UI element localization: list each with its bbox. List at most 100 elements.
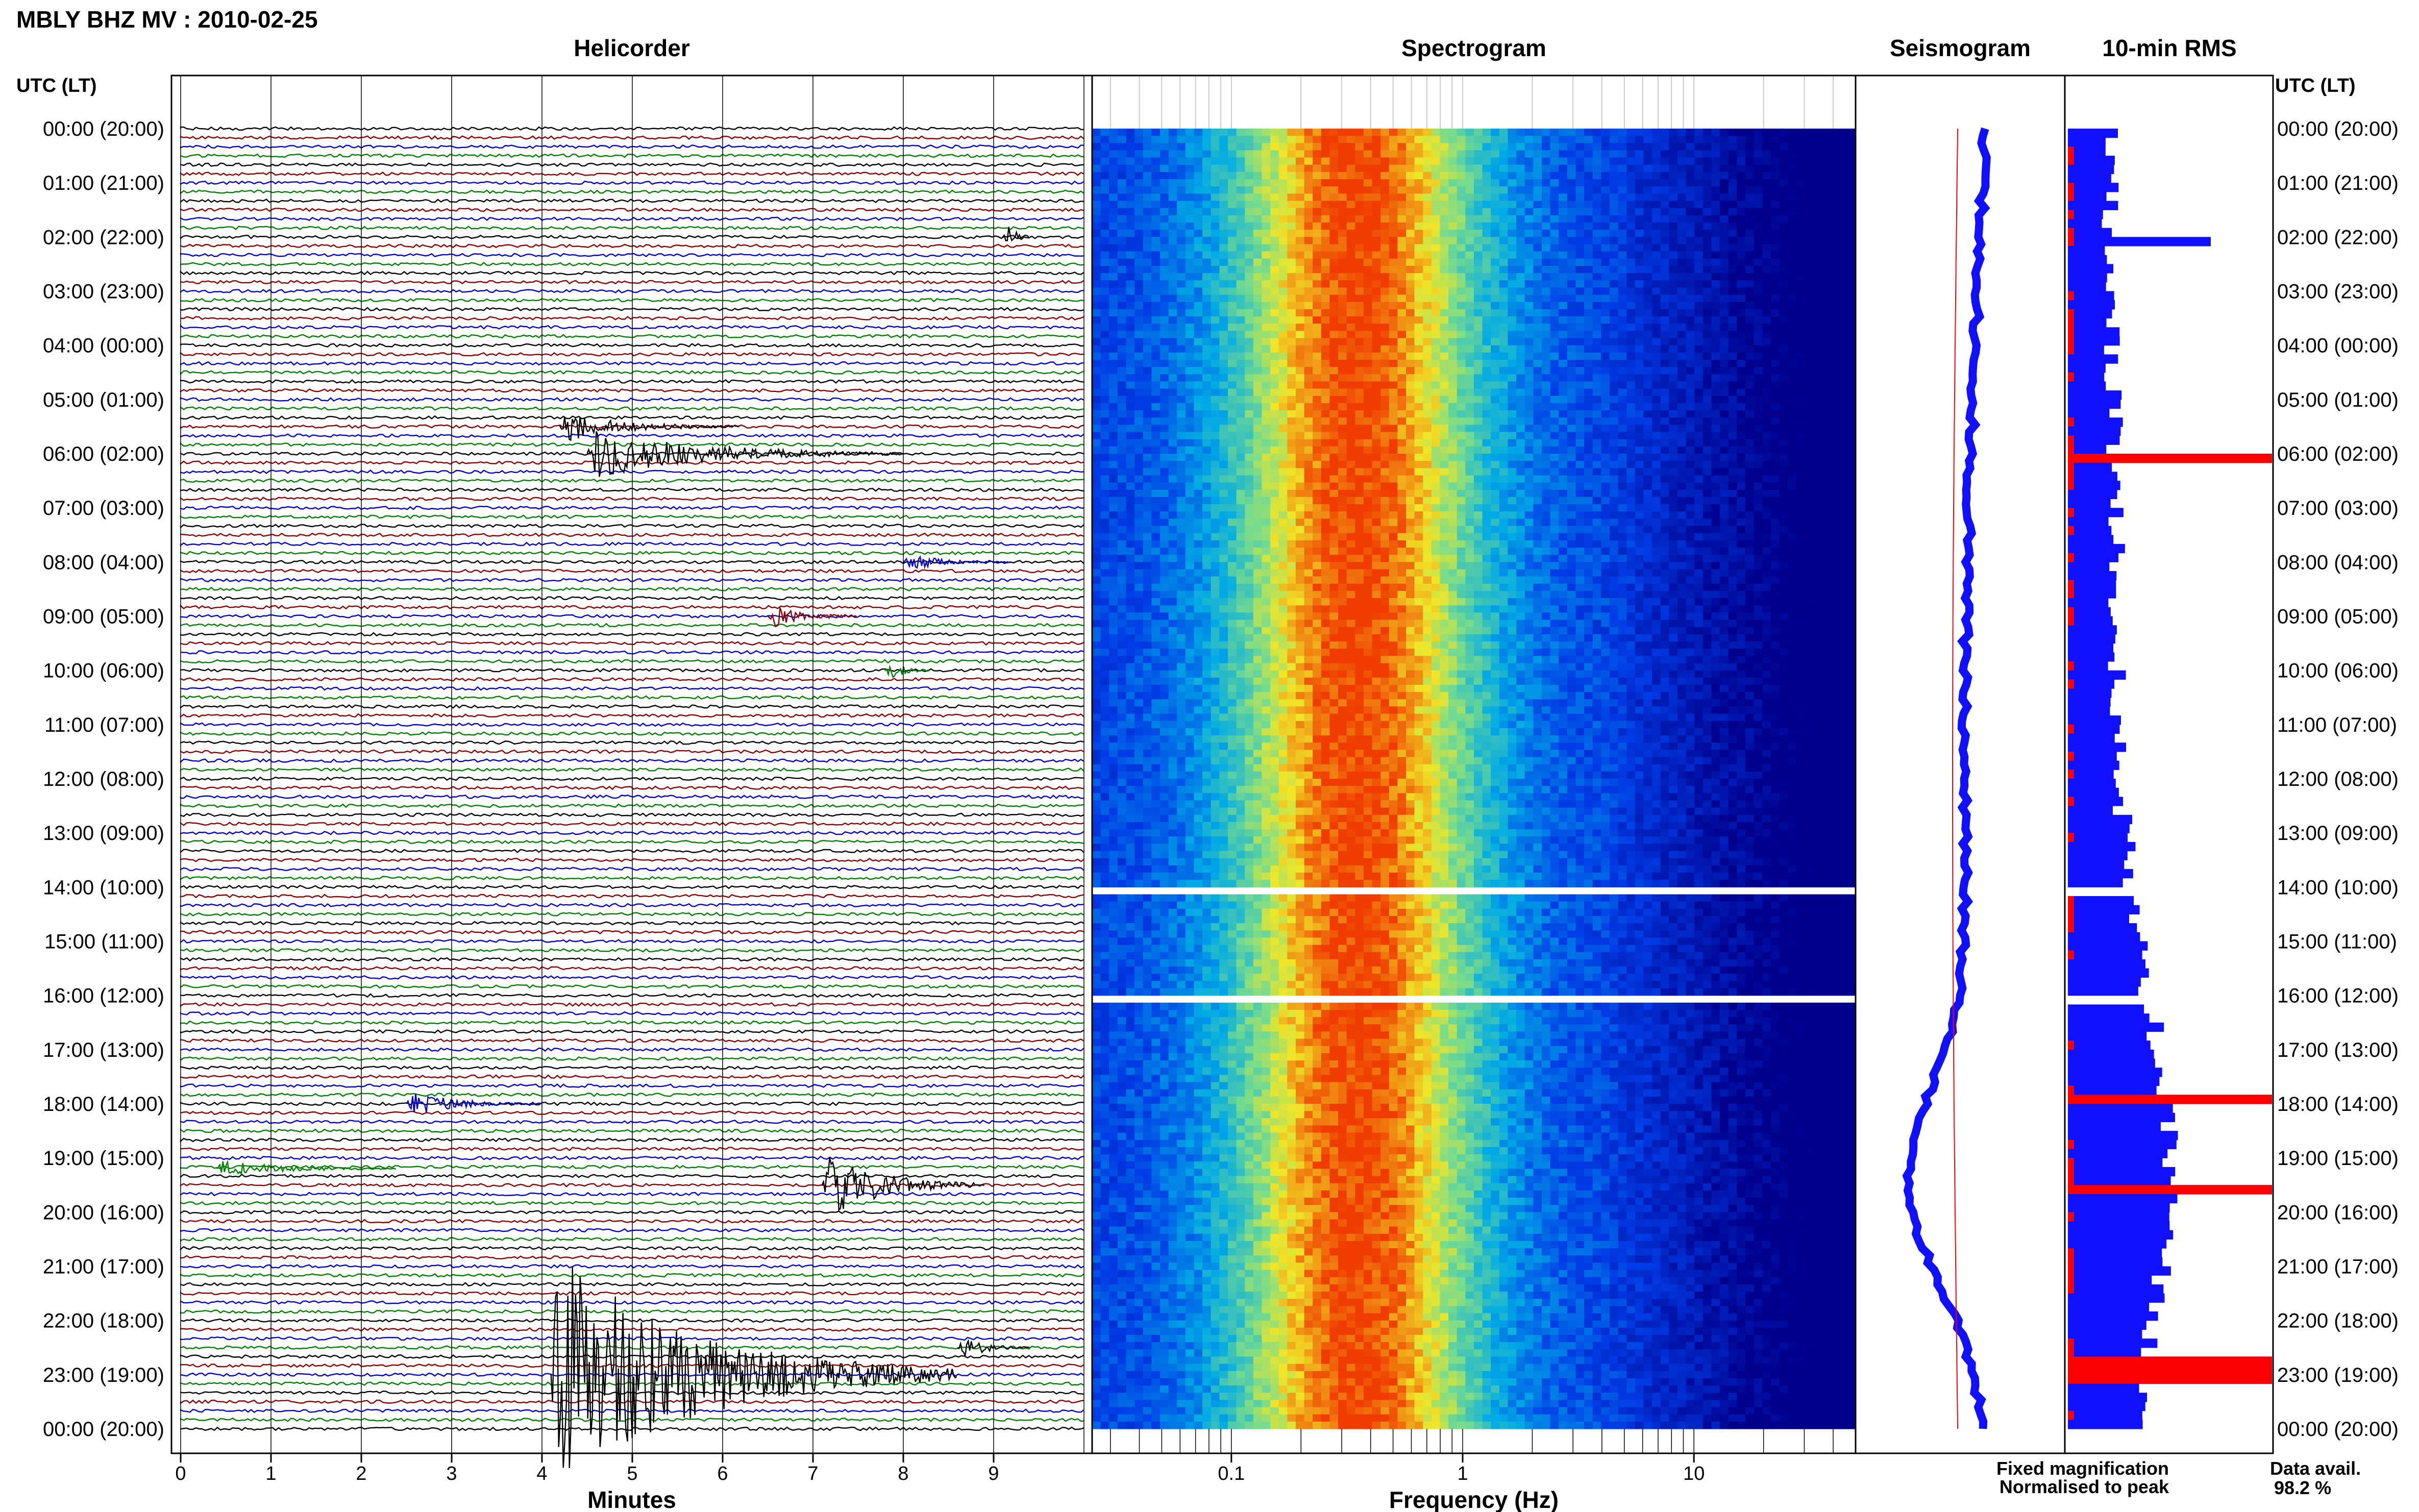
helicorder-trace — [180, 1255, 1084, 1260]
spectrogram-cell — [1338, 482, 1347, 490]
spectrogram-cell — [1168, 273, 1177, 281]
spectrogram-cell — [1211, 287, 1220, 295]
spectrogram-cell — [1847, 489, 1856, 498]
spectrogram-cell — [1168, 324, 1177, 331]
spectrogram-cell — [1508, 324, 1517, 331]
spectrogram-cell — [1737, 201, 1746, 209]
spectrogram-cell — [1669, 258, 1678, 266]
spectrogram-cell — [1414, 230, 1423, 237]
spectrogram-cell — [1745, 475, 1755, 483]
spectrogram-cell — [1567, 294, 1576, 303]
spectrogram-cell — [1355, 294, 1364, 303]
spectrogram-cell — [1397, 280, 1406, 288]
spectrogram-cell — [1524, 504, 1534, 512]
spectrogram-cell — [1770, 287, 1780, 295]
spectrogram-cell — [1245, 208, 1254, 216]
spectrogram-cell — [1737, 345, 1746, 353]
spectrogram-cell — [1601, 143, 1610, 151]
spectrogram-cell — [1830, 432, 1839, 440]
spectrogram-cell — [1414, 280, 1423, 288]
spectrogram-cell — [1669, 316, 1678, 324]
spectrogram-cell — [1457, 381, 1466, 389]
spectrogram-cell — [1702, 251, 1712, 259]
spectrogram-cell — [1270, 324, 1279, 331]
spectrogram-cell — [1626, 489, 1636, 498]
spectrogram-cell — [1219, 432, 1228, 440]
spectrogram-cell — [1457, 468, 1466, 476]
spectrogram-cell — [1762, 352, 1771, 360]
spectrogram-cell — [1355, 309, 1364, 317]
spectrogram-cell — [1253, 309, 1262, 317]
spectrogram-cell — [1635, 171, 1644, 180]
spectrogram-cell — [1355, 475, 1364, 483]
spectrogram-cell — [1610, 193, 1619, 202]
spectrogram-cell — [1508, 208, 1517, 216]
spectrogram-cell — [1355, 150, 1364, 158]
spectrogram-cell — [1711, 468, 1720, 476]
spectrogram-cell — [1779, 266, 1788, 274]
spectrogram-cell — [1702, 222, 1712, 230]
spectrogram-cell — [1177, 360, 1186, 367]
spectrogram-cell — [1830, 439, 1839, 447]
spectrogram-cell — [1151, 150, 1161, 158]
spectrogram-cell — [1346, 316, 1355, 324]
spectrogram-cell — [1762, 497, 1771, 505]
spectrogram-cell — [1355, 425, 1364, 433]
spectrogram-cell — [1440, 388, 1449, 396]
spectrogram-cell — [1202, 201, 1212, 209]
spectrogram-cell — [1346, 497, 1355, 505]
spectrogram-cell — [1109, 171, 1118, 180]
spectrogram-cell — [1711, 425, 1720, 433]
spectrogram-cell — [1304, 367, 1313, 375]
spectrogram-cell — [1788, 367, 1797, 375]
spectrogram-cell — [1465, 446, 1474, 454]
spectrogram-cell — [1702, 331, 1712, 339]
spectrogram-cell — [1295, 338, 1305, 346]
spectrogram-cell — [1686, 302, 1695, 310]
spectrogram-cell — [1813, 280, 1822, 288]
spectrogram-cell — [1457, 511, 1466, 519]
spectrogram-cell — [1109, 482, 1118, 490]
spectrogram-cell — [1313, 316, 1322, 324]
spectrogram-cell — [1338, 432, 1347, 440]
spectrogram-cell — [1745, 309, 1755, 317]
spectrogram-cell — [1423, 222, 1432, 230]
spectrogram-cell — [1508, 316, 1517, 324]
spectrogram-cell — [1440, 294, 1449, 303]
spectrogram-cell — [1728, 482, 1737, 490]
spectrogram-cell — [1109, 439, 1118, 447]
spectrogram-cell — [1813, 425, 1822, 433]
spectrogram-cell — [1270, 497, 1279, 505]
spectrogram-cell — [1516, 403, 1525, 411]
spectrogram-cell — [1092, 511, 1101, 519]
spectrogram-cell — [1440, 266, 1449, 274]
spectrogram-cell — [1821, 251, 1831, 259]
spectrogram-cell — [1702, 468, 1712, 476]
spectrogram-cell — [1363, 432, 1373, 440]
spectrogram-cell — [1660, 230, 1669, 237]
spectrogram-cell — [1592, 417, 1601, 425]
spectrogram-cell — [1508, 302, 1517, 310]
spectrogram-cell — [1262, 454, 1271, 461]
spectrogram-cell — [1677, 230, 1687, 237]
spectrogram-cell — [1228, 468, 1237, 476]
spectrogram-cell — [1550, 395, 1559, 404]
spectrogram-cell — [1414, 331, 1423, 339]
spectrogram-cell — [1262, 287, 1271, 295]
spectrogram-cell — [1542, 164, 1551, 172]
spectrogram-cell — [1559, 150, 1568, 158]
spectrogram-cell — [1482, 237, 1491, 245]
spectrogram-cell — [1270, 425, 1279, 433]
spectrogram-cell — [1652, 403, 1661, 411]
spectrogram-cell — [1448, 237, 1458, 245]
spectrogram-cell — [1474, 287, 1483, 295]
spectrogram-cell — [1423, 410, 1432, 418]
helicorder-trace — [180, 1147, 1084, 1151]
spectrogram-cell — [1236, 143, 1245, 151]
spectrogram-cell — [1109, 294, 1118, 303]
spectrogram-cell — [1236, 410, 1245, 418]
spectrogram-cell — [1397, 497, 1406, 505]
spectrogram-cell — [1813, 482, 1822, 490]
spectrogram-cell — [1278, 251, 1288, 259]
spectrogram-cell — [1304, 439, 1313, 447]
